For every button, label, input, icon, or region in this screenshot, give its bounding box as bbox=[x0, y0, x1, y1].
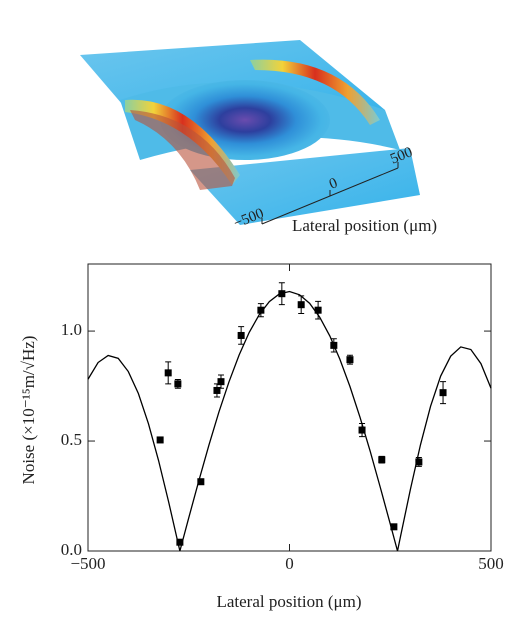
data-point bbox=[439, 389, 447, 397]
data-point bbox=[278, 290, 286, 298]
x-tick-label: −500 bbox=[70, 554, 105, 573]
data-point bbox=[237, 331, 245, 339]
data-point bbox=[390, 523, 398, 531]
y-tick-label: 1.0 bbox=[61, 320, 82, 339]
x-tick-label: 500 bbox=[478, 554, 504, 573]
x-tick-label: 0 bbox=[285, 554, 294, 573]
data-point bbox=[415, 458, 423, 466]
data-point bbox=[330, 341, 338, 349]
data-point bbox=[346, 356, 354, 364]
inset-axis-label: Lateral position (μm) bbox=[292, 216, 437, 235]
data-point bbox=[176, 538, 184, 546]
data-point bbox=[156, 436, 164, 444]
data-point bbox=[174, 380, 182, 388]
fit-line bbox=[87, 290, 492, 552]
data-point bbox=[217, 378, 225, 386]
inset-image bbox=[80, 40, 420, 225]
data-point bbox=[257, 306, 265, 314]
data-point bbox=[213, 386, 221, 394]
data-point bbox=[378, 456, 386, 464]
x-axis-label: Lateral position (μm) bbox=[216, 592, 361, 611]
data-point bbox=[297, 301, 305, 309]
y-axis-label: Noise (×10⁻¹⁵m/√Hz) bbox=[19, 336, 38, 485]
y-tick-label: 0.5 bbox=[61, 430, 82, 449]
inset-tick-label: 500 bbox=[388, 144, 415, 167]
data-point bbox=[164, 369, 172, 377]
data-point bbox=[314, 306, 322, 314]
data-point bbox=[358, 426, 366, 434]
y-tick-label: 0.0 bbox=[61, 540, 82, 559]
data-point bbox=[197, 478, 205, 486]
